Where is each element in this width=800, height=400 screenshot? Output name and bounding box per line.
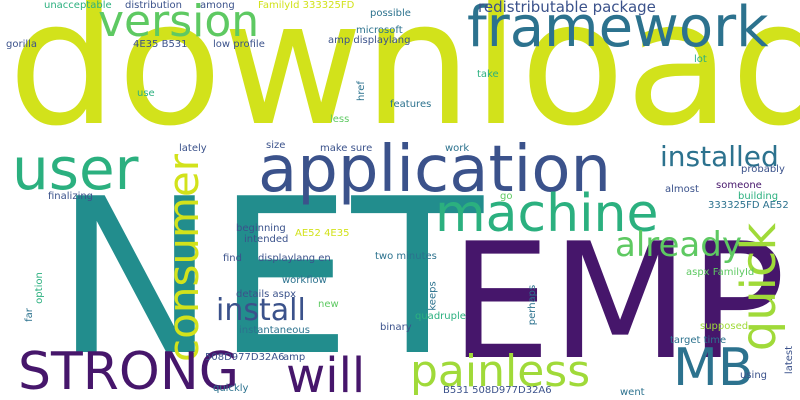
word-perhaps: perhaps [527,284,539,326]
word-use: use [137,88,155,99]
word-familyid-333325fd: FamilyId 333325FD [258,0,355,11]
word-net: NET [55,152,484,400]
word-latest: latest [784,345,796,375]
word-b531-508d: B531 508D977D32A6 [443,385,552,396]
word-finalizing: finalizing [48,191,94,202]
word-option: option [33,272,45,304]
word-probably: probably [741,164,785,175]
word-two-minutes: two minutes [375,251,437,262]
word-installed: installed [660,140,779,173]
word-framework: framework [467,0,769,60]
word-target-time: target time [670,335,727,346]
word-consumer: consumer [158,154,208,362]
word-work: work [445,143,470,154]
word-details-aspx: details aspx [236,289,297,300]
word-lot: lot [694,54,707,65]
word-someone: someone [716,180,762,191]
word-will: will [286,348,366,400]
word-take: take [477,69,499,80]
word-displaylang-en: displaylang en [258,253,331,264]
word-among: among [200,0,235,11]
word-binary: binary [380,322,412,333]
word-gorilla: gorilla [6,39,38,50]
word-new: new [318,299,339,310]
word-application: application [258,133,612,207]
word-lately: lately [179,143,207,154]
word-keeps: keeps [427,281,439,311]
word-instantaneous: instantaneous [239,325,310,336]
word-version: version [98,0,260,47]
word-supposed: supposed [700,321,749,332]
word-less: less [330,114,350,125]
word-quadruple: quadruple [415,311,466,322]
word-mb: MB [673,338,754,398]
word-install: install [216,293,306,328]
word-aes2-guid: 333325FD AE52 [708,200,789,211]
word-far: far [23,308,35,322]
word-machine: machine [435,184,659,244]
word-find: find [223,253,242,264]
word-aspx-familyid: aspx FamilyId [686,267,755,278]
word-href: href [355,81,367,101]
word-quickly: quickly [213,383,249,394]
word-intended: intended [244,234,289,245]
word-beginning: beginning [236,223,286,234]
word-already: already [615,225,742,265]
word-distribution: distribution [125,0,182,11]
word-download: download [8,0,800,164]
word-redistributable-package: redistributable package [478,0,656,16]
word-4e35-b531: 4E35 B531 [133,39,188,50]
word-go: go [500,191,513,202]
word-make-sure: make sure [320,143,373,154]
word-possible: possible [370,8,411,19]
word-went: went [620,387,645,398]
word-painless: painless [410,346,591,397]
word-features: features [390,99,432,110]
word-amp-displaylang: amp displaylang [328,35,411,46]
word-amp: amp [283,352,306,363]
word-user: user [12,135,139,203]
word-unacceptable: unacceptable [44,0,112,11]
word-size: size [266,140,286,151]
word-workflow: workflow [282,275,327,286]
word-guid-508d: 508D977D32A6 [205,352,285,363]
word-emp: EMP [450,208,786,395]
word-building: building [738,191,779,202]
word-ae52-4e35: AE52 4E35 [295,228,350,239]
word-low-profile: low profile [213,39,265,50]
word-almost: almost [665,184,699,195]
word-using: using [740,370,768,381]
word-microsoft: microsoft [356,25,403,36]
word-strong: STRONG [18,342,240,400]
